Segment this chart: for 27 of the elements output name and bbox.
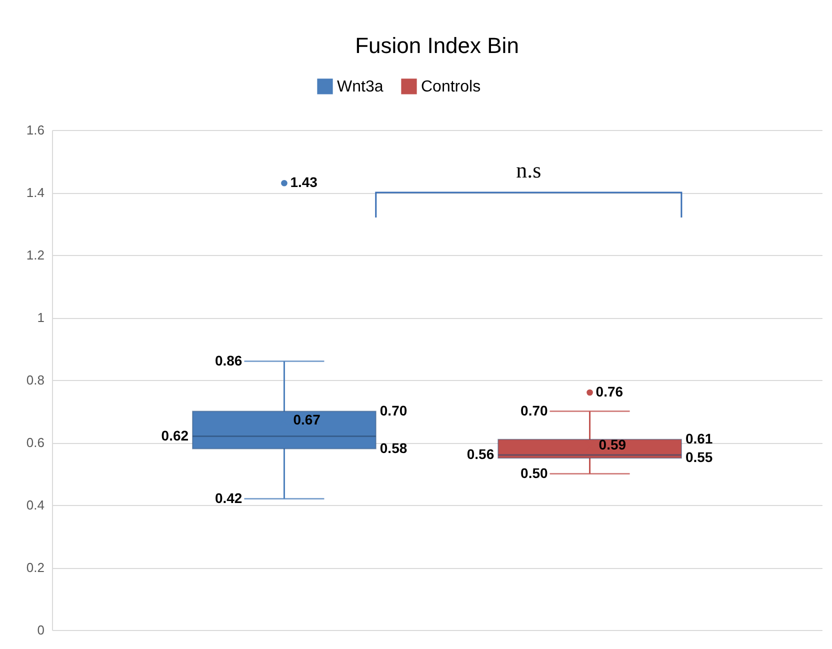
y-tick-label: 0.4: [26, 498, 44, 512]
annotation: 0.62: [161, 427, 189, 444]
annotation: 0.42: [214, 490, 242, 506]
annotation: 0.70: [520, 402, 548, 418]
annotation: 0.55: [685, 449, 713, 466]
legend-label: Wnt3a: [337, 78, 384, 96]
y-tick-label: 0.2: [26, 560, 44, 575]
annotation: 0.56: [466, 446, 494, 462]
annotation: 0.50: [520, 464, 548, 481]
annotation: n.s: [516, 158, 542, 182]
y-tick-label: 1.2: [26, 248, 44, 262]
annotation: 0.61: [685, 430, 713, 446]
y-tick-label: 1.6: [26, 122, 44, 138]
legend-label: Controls: [421, 78, 481, 96]
y-tick-label: 1.4: [26, 185, 44, 200]
annotation: 0.59: [598, 436, 626, 453]
annotation: 1.43: [290, 174, 318, 190]
y-tick-label: 1: [37, 310, 44, 325]
annotation: 0.58: [380, 440, 408, 456]
annotation: 0.70: [380, 402, 408, 418]
annotation: 0.76: [596, 384, 624, 400]
chart-title: Fusion Index Bin: [355, 33, 519, 58]
annotation: 0.67: [293, 412, 321, 428]
annotation: 0.86: [214, 352, 242, 368]
y-tick-label: 0.8: [26, 372, 44, 388]
y-tick-label: 0: [37, 622, 44, 638]
y-tick-label: 0.6: [26, 435, 44, 450]
